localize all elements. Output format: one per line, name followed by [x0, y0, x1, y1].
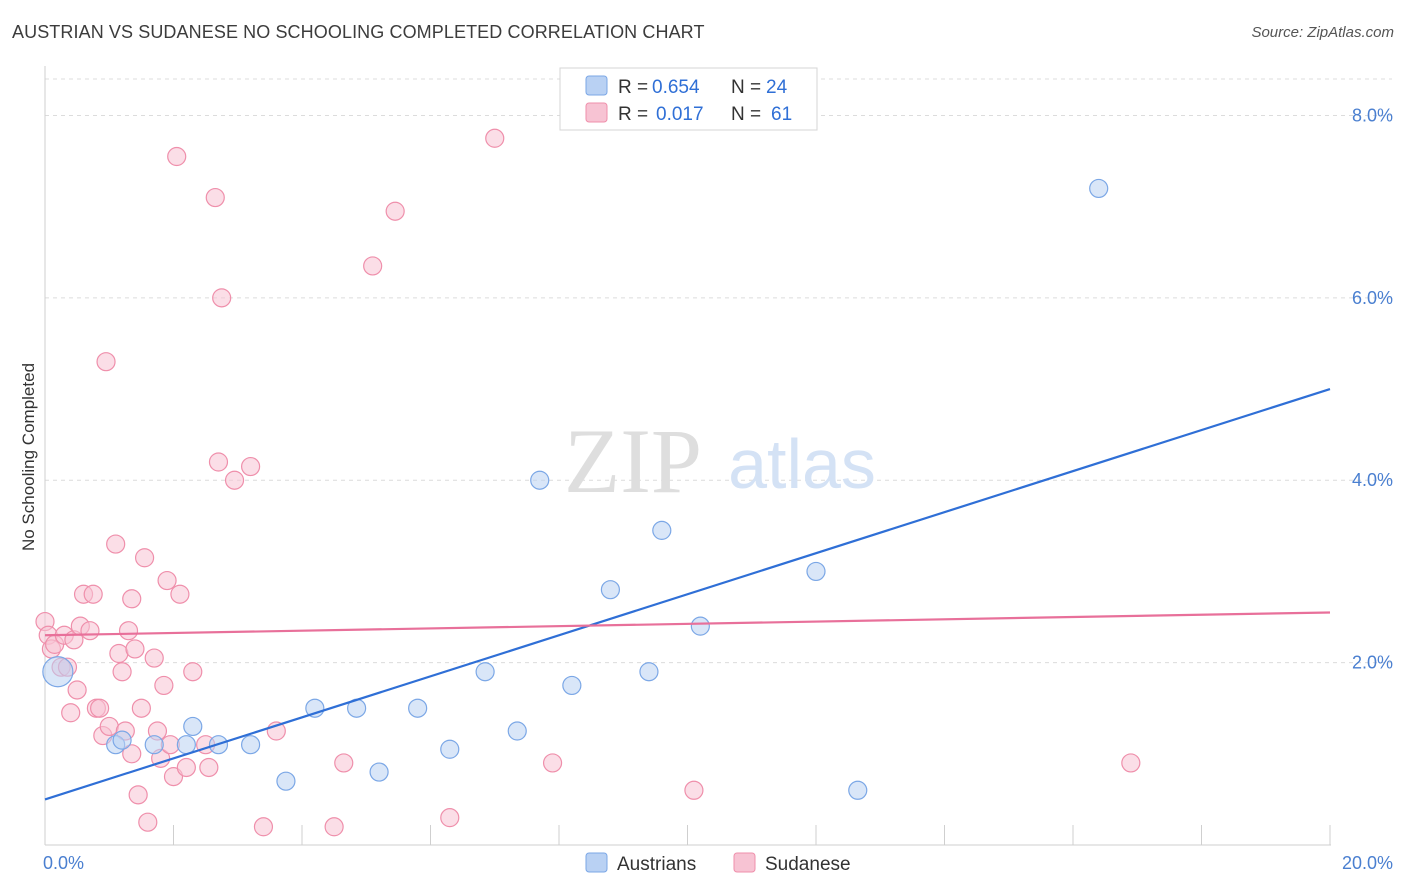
x-tick-label-1: 20.0%: [1342, 853, 1393, 873]
watermark: ZIP atlas: [564, 410, 876, 512]
sudanese-point-41: [183, 662, 203, 682]
legend-n-value-austrians: 24: [766, 77, 788, 98]
sudanese-point-34: [154, 675, 174, 696]
austrians-point-22: [806, 561, 826, 582]
y-axis-title: No Schooling Completed: [19, 363, 38, 551]
sudanese-point-55: [440, 808, 460, 828]
sudanese-point-38: [167, 146, 187, 167]
sudanese-point-21: [112, 662, 132, 682]
austrians-point-3: [144, 735, 164, 755]
sudanese-point-29: [134, 548, 155, 568]
legend-r-value-sudanese: 0.017: [656, 104, 704, 125]
austrians-point-24: [1089, 178, 1109, 199]
sudanese-point-13: [83, 584, 103, 604]
sudanese-point-24: [122, 744, 142, 764]
y-tick-label-2: 6.0%: [1352, 288, 1393, 308]
sudanese-point-23: [118, 621, 139, 641]
legend-swatch-austrians: [585, 75, 608, 96]
legend-r-value-austrians: 0.654: [652, 77, 700, 98]
austrians-point-15: [507, 721, 527, 741]
top-legend: R = 0.654 N = 24 R = 0.017 N = 61: [559, 67, 818, 131]
austrians-point-13: [440, 739, 460, 759]
bottom-legend-label-sudanese: Sudanese: [765, 854, 851, 875]
austrians-point-2: [112, 730, 132, 750]
austrians-point-7: [241, 735, 261, 755]
sudanese-point-46: [212, 288, 232, 308]
austrians-point-23: [848, 780, 868, 800]
sudanese-point-30: [138, 812, 158, 832]
austrians-point-4: [176, 735, 196, 755]
austrians-point-17: [562, 675, 582, 696]
sudanese-point-12: [80, 621, 100, 641]
sudanese-point-56: [485, 128, 505, 148]
chart-title: AUSTRIAN VS SUDANESE NO SCHOOLING COMPLE…: [12, 22, 705, 42]
sudanese-point-26: [125, 639, 145, 659]
legend-n-label-austrians: N =: [731, 77, 761, 98]
trend-lines: [44, 387, 1331, 801]
watermark-zip: ZIP: [564, 410, 702, 512]
sudanese-point-39: [170, 584, 190, 604]
sudanese-point-53: [363, 256, 383, 276]
sudanese-point-15: [90, 698, 110, 718]
legend-n-label-sudanese: N =: [731, 104, 761, 125]
austrians-trend-line: [44, 387, 1331, 801]
sudanese-point-20: [109, 643, 129, 664]
legend-n-value-sudanese: 61: [771, 104, 792, 125]
austrians-point-12: [408, 698, 428, 718]
legend-r-label-sudanese: R =: [618, 104, 648, 125]
bottom-legend-swatch-austrians: [585, 852, 608, 873]
sudanese-point-36: [160, 735, 180, 755]
source-label: Source: ZipAtlas.com: [1251, 24, 1394, 41]
sudanese-point-57: [542, 753, 563, 773]
gridlines: [45, 78, 1392, 664]
austrians-point-14: [475, 662, 495, 682]
sudanese-point-52: [334, 753, 354, 773]
axes: [44, 66, 1331, 846]
sudanese-point-43: [199, 757, 219, 778]
sudanese-point-28: [131, 698, 151, 718]
y-tick-label-3: 8.0%: [1352, 105, 1393, 125]
bottom-legend-label-austrians: Austrians: [617, 854, 696, 875]
sudanese-point-45: [208, 452, 229, 472]
austrians-point-16: [530, 470, 550, 490]
sudanese-point-47: [224, 470, 245, 490]
sudanese-trend-line: [44, 611, 1331, 637]
austrians-point-5: [183, 716, 203, 737]
bottom-legend: Austrians Sudanese: [585, 852, 851, 875]
tick-labels: 2.0% 4.0% 6.0% 8.0% 0.0% 20.0%: [43, 105, 1393, 873]
sudanese-point-44: [205, 187, 225, 208]
austrians-point-19: [639, 662, 659, 682]
sudanese-point-25: [122, 589, 142, 609]
sudanese-point-27: [128, 785, 148, 805]
sudanese-point-54: [385, 201, 405, 221]
sudanese-point-9: [67, 680, 87, 700]
sudanese-point-17: [96, 352, 116, 372]
austrians-point-11: [369, 762, 389, 782]
austrians-point-8: [276, 771, 296, 791]
sudanese-point-7: [61, 703, 81, 723]
austrians-point-21: [690, 616, 710, 636]
bottom-legend-swatch-sudanese: [733, 852, 756, 873]
sudanese-point-49: [253, 817, 274, 837]
x-tick-label-0: 0.0%: [43, 853, 84, 873]
y-tick-label-1: 4.0%: [1352, 470, 1393, 490]
sudanese-point-51: [324, 817, 344, 837]
austrians-point-20: [652, 520, 672, 540]
sudanese-point-48: [241, 456, 261, 477]
sudanese-point-40: [176, 757, 196, 778]
sudanese-point-58: [684, 780, 704, 800]
y-tick-label-0: 2.0%: [1352, 653, 1393, 673]
sudanese-point-59: [1121, 753, 1141, 773]
austrians-point-18: [600, 580, 621, 600]
watermark-atlas: atlas: [728, 425, 876, 503]
austrians-point-0: [42, 656, 74, 688]
sudanese-point-35: [157, 570, 177, 591]
sudanese-point-19: [106, 534, 126, 554]
sudanese-point-18: [99, 716, 119, 737]
legend-r-label-austrians: R =: [618, 77, 648, 98]
sudanese-point-31: [144, 648, 164, 668]
legend-swatch-sudanese: [585, 102, 608, 123]
